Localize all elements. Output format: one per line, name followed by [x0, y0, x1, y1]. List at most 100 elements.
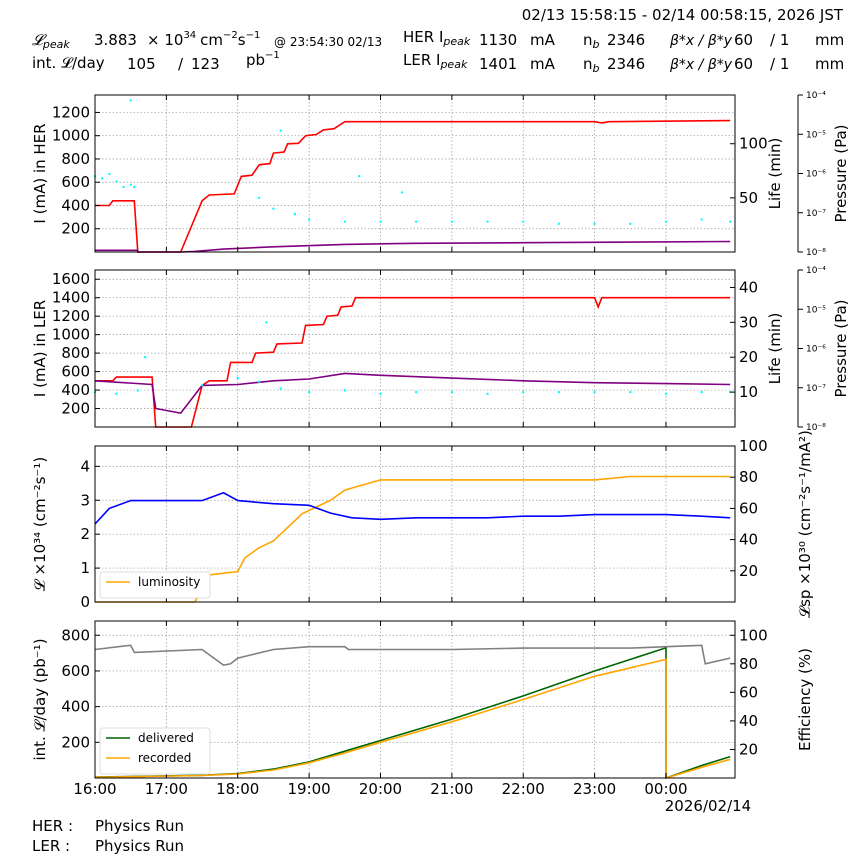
her-beta-x: 60 — [734, 31, 753, 49]
ler-unit: mA — [530, 55, 556, 73]
y-right-tick-label: 40 — [739, 278, 758, 296]
data-point — [522, 220, 525, 223]
her-beta-y: / 1 — [770, 31, 789, 49]
y-right-tick-label: 100 — [739, 626, 768, 644]
data-point — [664, 220, 668, 223]
panel-1: 200 400 600 800 1000 1200 50 100 I (mA) in HER Li… — [31, 91, 850, 258]
data-point — [557, 222, 561, 226]
data-point — [100, 177, 104, 180]
header-her-row: HER Ipeak 1130 mA nb 2346 β*x / β*y 60 /… — [403, 28, 844, 51]
data-point — [379, 392, 382, 396]
series-line-red — [95, 119, 731, 253]
y-tick-label: 600 — [61, 363, 90, 381]
header-luminosity-row: 𝓛peak 3.883 × 1034 cm−2s−1 @ 23:54:30 02/… — [32, 30, 382, 73]
data-point — [593, 222, 596, 226]
y-right-tick-label: 40 — [739, 531, 758, 549]
y-axis-label: 𝓛 ×10³⁴ (cm⁻²s⁻¹) — [31, 457, 49, 591]
ler-beta-unit: mm — [815, 55, 844, 73]
legend-label: luminosity — [138, 575, 200, 589]
data-point — [450, 220, 454, 223]
y-tick-label: 1200 — [52, 103, 90, 121]
data-point — [236, 376, 239, 380]
panel-4: 200 400 600 800 20 40 60 80 100 int. 𝓛/day (pb⁻¹)… — [31, 620, 814, 798]
y-tick-label: 800 — [61, 344, 90, 362]
y-tick-label: 200 — [61, 400, 90, 418]
data-point — [664, 392, 668, 396]
y-tick-label: 3 — [80, 491, 90, 509]
y-tick-label: 2 — [80, 525, 90, 543]
data-point — [129, 99, 132, 102]
x-tick-label: 16:00 — [73, 780, 116, 798]
svg-text:pb−1: pb−1 — [246, 50, 280, 69]
data-point — [279, 129, 282, 132]
intl-label: int. 𝓛/day — [32, 54, 105, 72]
series-line-purple — [95, 240, 731, 253]
x-tick-label: 21:00 — [430, 780, 473, 798]
footer-her-status: Physics Run — [95, 817, 184, 835]
data-point — [450, 390, 454, 394]
data-point — [700, 390, 703, 394]
series-line-gray — [94, 644, 731, 667]
y-tick-label: 1000 — [52, 127, 90, 145]
lpeak-sub: peak — [42, 38, 70, 51]
svg-text:𝓛peak: 𝓛peak — [32, 31, 70, 51]
y-tick-label: 400 — [61, 381, 90, 399]
y-tick-label: 4 — [80, 457, 90, 475]
data-point — [486, 220, 489, 223]
data-point — [522, 390, 525, 394]
series-line-orange — [94, 658, 731, 780]
data-point — [379, 220, 382, 223]
data-point — [629, 390, 632, 394]
ler-value: 1401 — [479, 55, 517, 73]
data-point — [307, 390, 311, 394]
svg-text:HER Ipeak: HER Ipeak — [403, 28, 471, 48]
y-tick-label: 600 — [61, 173, 90, 191]
pressure-tick-label: 10⁻⁷ — [806, 384, 826, 394]
pressure-tick-label: 10⁻⁶ — [806, 170, 826, 180]
svg-text:LER Ipeak: LER Ipeak — [403, 51, 468, 71]
data-point — [343, 389, 347, 392]
data-point — [115, 180, 118, 183]
legend-box — [99, 727, 211, 775]
data-point — [400, 191, 404, 194]
data-point — [200, 383, 204, 387]
data-point — [122, 185, 125, 189]
plot-frame — [94, 94, 736, 253]
y-right-axis-label: Life (min) — [766, 313, 784, 385]
footer-her-label: HER : — [32, 817, 73, 835]
series-line-blue — [94, 491, 731, 525]
pressure-tick-label: 10⁻⁵ — [806, 305, 826, 315]
data-point — [257, 380, 261, 383]
data-point — [307, 218, 311, 221]
data-point — [729, 220, 732, 223]
y-tick-label: 800 — [61, 626, 90, 644]
ler-beta-y: / 1 — [770, 55, 789, 73]
pressure-axis-label: Pressure (Pa) — [832, 124, 850, 222]
pressure-tick-label: 10⁻⁵ — [806, 130, 826, 140]
data-point — [557, 390, 561, 394]
y-tick-label: 1600 — [52, 270, 90, 288]
data-point — [133, 185, 136, 189]
her-beta-label: β*x / β*y — [669, 33, 733, 49]
x-tick-label: 22:00 — [502, 780, 545, 798]
data-point — [414, 390, 418, 394]
series-line-purple — [94, 372, 731, 414]
pressure-tick-label: 10⁻⁴ — [806, 91, 826, 101]
her-unit: mA — [530, 31, 556, 49]
data-point — [414, 220, 418, 223]
y-right-tick-label: 100 — [739, 135, 768, 153]
svg-text:nb: nb — [583, 55, 600, 75]
y-tick-label: 600 — [61, 662, 90, 680]
x-tick-label: 19:00 — [288, 780, 331, 798]
y-tick-label: 1000 — [52, 326, 90, 344]
y-tick-label: 0 — [80, 593, 90, 611]
x-tick-label: 20:00 — [359, 780, 402, 798]
x-tick-label: 18:00 — [216, 780, 259, 798]
plot-frame — [94, 620, 736, 779]
pressure-tick-label: 10⁻⁸ — [806, 423, 826, 433]
y-tick-label: 800 — [61, 150, 90, 168]
y-right-axis-label: Efficiency (%) — [796, 648, 814, 751]
her-nb: 2346 — [607, 31, 645, 49]
